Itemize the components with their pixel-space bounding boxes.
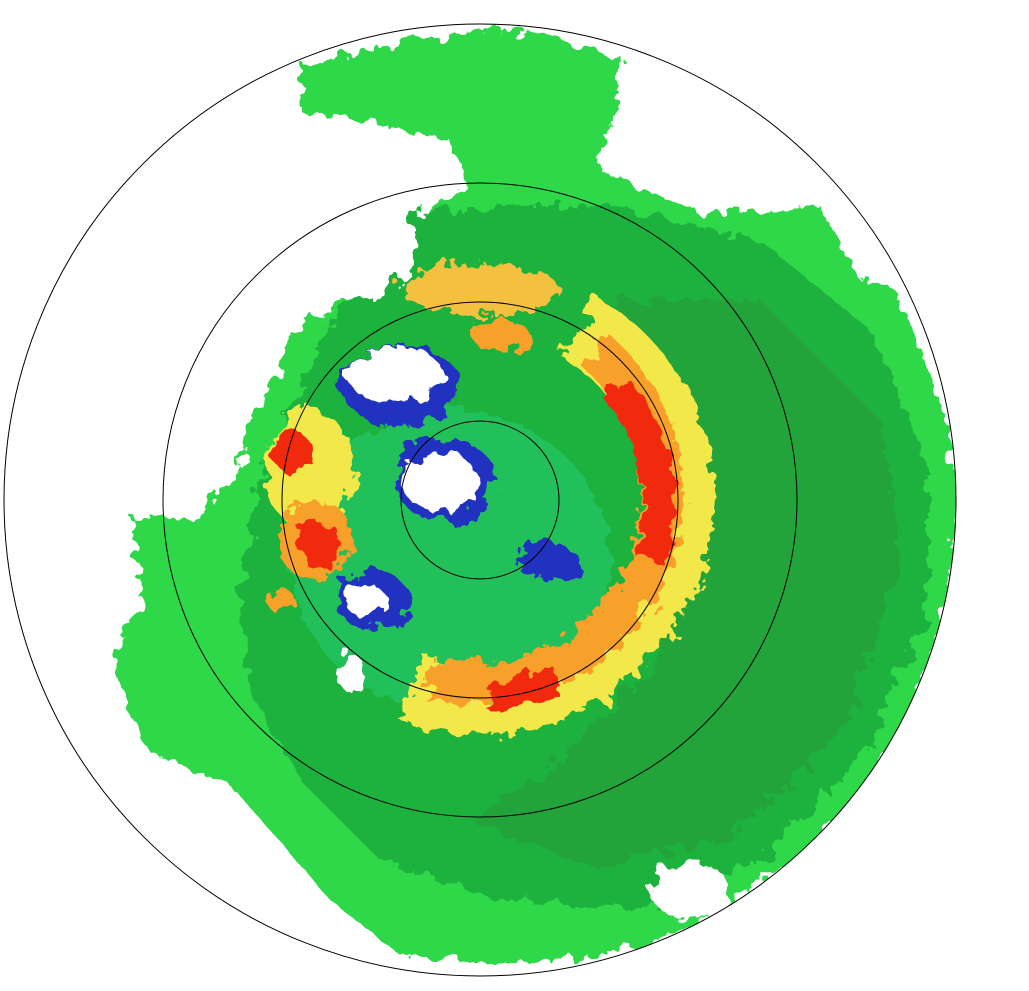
range-rings: [3, 23, 957, 977]
range-ring: [281, 301, 679, 699]
range-ring: [162, 182, 798, 818]
left-cells: [265, 265, 560, 612]
echo-red: [605, 379, 675, 565]
echo-cyan-green: [290, 410, 610, 710]
core-arc: [400, 296, 714, 735]
range-ring: [3, 23, 957, 977]
echo-field: [115, 28, 956, 962]
echo-red: [488, 666, 567, 715]
weak-echo-holes: [275, 180, 730, 918]
range-ring: [400, 420, 560, 580]
